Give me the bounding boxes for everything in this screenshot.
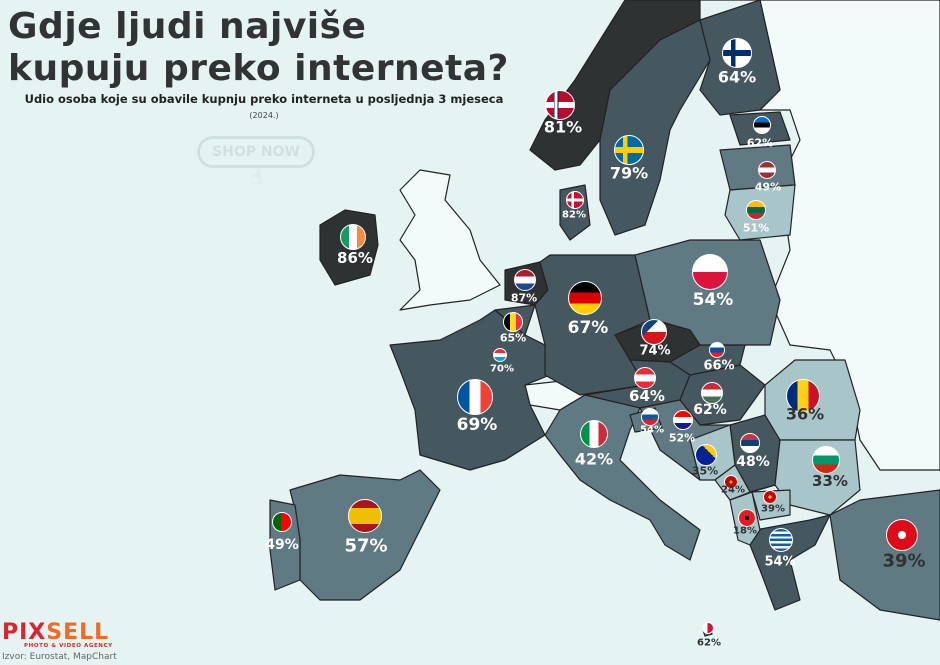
shop-now-button[interactable]: SHOP NOW [197,136,315,168]
flag-czechia-icon [641,319,667,345]
flag-malta-icon [702,622,714,634]
value-label: 74% [639,343,671,359]
flag-italy-icon [580,420,608,448]
value-label: 36% [785,404,825,424]
source-note: Izvor: Eurostat, MapChart [2,652,117,662]
value-label: 52% [668,431,696,445]
flag-montenegro-icon [724,475,738,489]
value-label: 54% [764,554,796,570]
flag-belgium-icon [503,312,523,332]
value-label: 35% [691,464,719,478]
value-label: 86% [337,249,373,267]
value-label: 49% [265,537,299,553]
value-label: 39% [882,550,926,572]
logo-part-1: PIX [2,620,47,645]
flag-hungary-icon [701,382,723,404]
pixsell-logo: PIXSELL [2,620,109,645]
value-label: 64% [629,387,665,405]
flag-portugal-icon [272,512,292,532]
flag-romania-icon [786,379,820,413]
value-label: 69% [456,415,498,435]
value-label: 42% [574,449,614,469]
value-label: 54% [692,290,734,310]
value-label: 39% [761,503,785,515]
value-label: 24% [721,484,745,496]
value-label: 64% [717,67,757,87]
value-label: 18% [733,525,757,537]
value-label: 67% [567,318,609,338]
flag-lithuania-icon [746,200,766,220]
subtitle: Udio osoba koje su obavile kupnju preko … [24,92,504,106]
value-label: 33% [812,472,848,490]
flag-albania-icon [738,509,756,527]
flag-slovakia-icon [709,342,725,358]
flag-turkey-icon [886,519,918,551]
flag-slovenia-icon [641,408,659,426]
value-label: 49% [754,180,782,194]
country-north-macedonia [751,489,791,521]
value-label: 57% [344,535,388,557]
flag-netherlands-icon [514,269,536,291]
year-label: (2024.) [249,111,279,120]
flag-latvia-icon [758,161,776,179]
flag-austria-icon [634,367,656,389]
flag-ireland-icon [340,224,366,250]
value-label: 54% [640,424,664,436]
hand-pointer-icon: ☝ [250,165,263,189]
value-label: 81% [543,117,583,137]
flag-norway-icon [545,90,575,120]
value-label: 48% [736,454,770,470]
value-label: 66% [703,358,735,374]
flag-bosnia-icon [695,444,717,466]
value-label: 62% [697,637,721,649]
flag-spain-icon [348,499,382,533]
flag-sweden-icon [614,135,644,165]
country-sweden [599,19,711,236]
logo-tagline: PHOTO & VIDEO AGENCY [24,643,113,649]
flag-north-macedonia-icon [763,490,777,504]
flag-germany-icon [568,281,602,315]
flag-finland-icon [722,38,752,68]
flag-luxembourg-icon [493,348,507,362]
value-label: 79% [609,163,649,183]
value-label: 62% [746,136,774,150]
value-label: 87% [510,291,538,305]
logo-part-2: SELL [46,620,110,645]
title-line-2: kupuju preko interneta? [8,48,509,89]
flag-france-icon [457,379,493,415]
flag-greece-icon [769,528,793,552]
land-uk [399,169,501,311]
flag-denmark-icon [566,191,584,209]
value-label: 82% [562,209,586,221]
flag-poland-icon [692,254,728,290]
flag-estonia-icon [753,116,771,134]
flag-croatia-icon [673,410,693,430]
page-title: Gdje ljudi najviše kupuju preko interneta… [8,6,509,90]
value-label: 70% [490,363,514,375]
flag-serbia-icon [740,433,760,453]
value-label: 51% [742,221,770,235]
country-slovakia [669,344,746,376]
value-label: 65% [499,331,527,345]
value-label: 62% [693,402,727,418]
title-line-1: Gdje ljudi najviše [8,6,367,47]
flag-bulgaria-icon [812,446,840,474]
